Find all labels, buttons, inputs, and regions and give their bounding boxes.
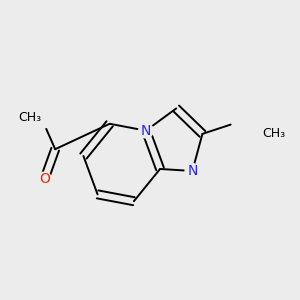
Circle shape bbox=[185, 164, 200, 178]
Text: N: N bbox=[187, 164, 197, 178]
Circle shape bbox=[37, 172, 52, 187]
Circle shape bbox=[139, 123, 153, 138]
Circle shape bbox=[30, 106, 52, 129]
Text: CH₃: CH₃ bbox=[262, 127, 285, 140]
Text: N: N bbox=[141, 124, 151, 138]
Circle shape bbox=[251, 122, 273, 145]
Text: O: O bbox=[39, 172, 50, 186]
Text: CH₃: CH₃ bbox=[18, 111, 41, 124]
